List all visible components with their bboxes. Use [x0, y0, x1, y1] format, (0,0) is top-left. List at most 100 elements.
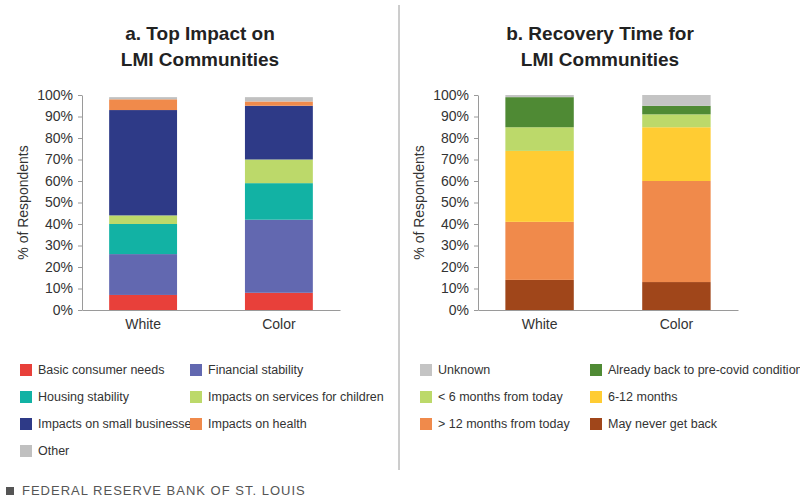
bar-segment	[245, 101, 313, 105]
bar-segment	[245, 293, 313, 310]
y-tick-mark	[78, 310, 82, 311]
bar-segment	[642, 95, 710, 106]
y-tick-mark	[78, 181, 82, 182]
x-tick-label: White	[522, 316, 558, 332]
y-tick-label: 90%	[45, 108, 73, 124]
y-tick-label: 60%	[45, 173, 73, 189]
legend-label: > 12 months from today	[438, 417, 570, 431]
y-tick: 80%	[441, 130, 478, 146]
y-tick-mark	[78, 224, 82, 225]
bar-segment	[109, 224, 177, 254]
y-tick-mark	[474, 181, 478, 182]
bar-segment	[109, 99, 177, 110]
bars	[505, 95, 710, 310]
legend-swatch	[190, 391, 202, 403]
x-axis: White Color	[83, 310, 341, 332]
y-axis: 0%10%20%30%40%50%60%70%80%90%100%	[433, 87, 478, 318]
y-tick-label: 10%	[441, 280, 469, 296]
bar-segment	[245, 97, 313, 101]
y-tick-label: 10%	[45, 280, 73, 296]
legend-item: Impacts on services for children	[190, 390, 384, 404]
x-tick-label: Color	[262, 316, 296, 332]
legend-swatch	[190, 418, 202, 430]
y-tick-label: 20%	[441, 259, 469, 275]
y-tick: 20%	[441, 259, 478, 275]
y-tick-mark	[474, 138, 478, 139]
y-tick: 0%	[449, 302, 478, 318]
legend-swatch	[190, 364, 202, 376]
legend-label: Other	[38, 444, 69, 458]
bar-segment	[642, 282, 710, 310]
legend-swatch	[590, 391, 602, 403]
y-tick-label: 70%	[441, 151, 469, 167]
bar-segment	[505, 127, 573, 151]
x-axis-line	[479, 310, 739, 311]
legend-swatch	[590, 418, 602, 430]
bar-segment	[505, 95, 573, 97]
bar-segment	[245, 183, 313, 220]
y-tick-label: 80%	[45, 130, 73, 146]
y-tick: 100%	[433, 87, 478, 103]
bar-segment	[642, 114, 710, 127]
y-tick-mark	[78, 117, 82, 118]
y-tick-mark	[78, 203, 82, 204]
title: a. Top Impact on	[125, 23, 275, 44]
y-tick-mark	[474, 224, 478, 225]
panel: b. Recovery Time forLMI Communities0%10%…	[411, 23, 800, 431]
bar-segment	[109, 295, 177, 310]
y-tick: 50%	[45, 194, 82, 210]
legend-label: Unknown	[438, 363, 490, 377]
legend-item: Unknown	[420, 363, 490, 377]
y-tick-mark	[474, 246, 478, 247]
legend-swatch	[20, 364, 32, 376]
legend-swatch	[420, 364, 432, 376]
y-tick-label: 20%	[45, 259, 73, 275]
y-tick-mark	[78, 289, 82, 290]
legend-label: Housing stability	[38, 390, 130, 404]
bar-segment	[505, 97, 573, 127]
x-axis-line	[83, 310, 341, 311]
y-tick: 80%	[45, 130, 82, 146]
bar-segment	[642, 127, 710, 181]
title: LMI Communities	[521, 49, 679, 70]
y-tick-label: 100%	[433, 87, 469, 103]
legend-item: Already back to pre-covid conditions	[590, 363, 800, 377]
x-tick: White	[125, 310, 161, 332]
x-tick-label: White	[125, 316, 161, 332]
legend-swatch	[20, 418, 32, 430]
legend-label: Impacts on small businesses	[38, 417, 198, 431]
legend-swatch	[20, 391, 32, 403]
legend: Basic consumer needsFinancial stabilityH…	[20, 363, 384, 458]
y-tick: 70%	[441, 151, 478, 167]
bar-segment	[505, 280, 573, 310]
legend-label: Already back to pre-covid conditions	[608, 363, 800, 377]
bar-segment	[505, 151, 573, 222]
legend-item: 6-12 months	[590, 390, 677, 404]
y-tick-label: 40%	[441, 216, 469, 232]
y-tick-label: 0%	[449, 302, 469, 318]
y-axis-title: % of Respondents	[15, 145, 31, 259]
legend-swatch	[590, 364, 602, 376]
y-tick: 10%	[441, 280, 478, 296]
y-tick-label: 70%	[45, 151, 73, 167]
y-tick-mark	[78, 160, 82, 161]
y-tick: 60%	[45, 173, 82, 189]
bar-segment	[109, 110, 177, 215]
y-tick-mark	[474, 117, 478, 118]
bars	[109, 97, 313, 310]
legend-label: May never get back	[608, 417, 718, 431]
y-tick-mark	[474, 203, 478, 204]
panel: a. Top Impact onLMI Communities0%10%20%3…	[15, 23, 384, 458]
legend-item: May never get back	[590, 417, 718, 431]
y-tick: 90%	[45, 108, 82, 124]
y-tick-mark	[78, 267, 82, 268]
legend-swatch	[20, 445, 32, 457]
y-axis: 0%10%20%30%40%50%60%70%80%90%100%	[37, 87, 82, 318]
y-tick-label: 50%	[441, 194, 469, 210]
legend-label: Impacts on services for children	[208, 390, 384, 404]
y-tick: 10%	[45, 280, 82, 296]
y-tick-mark	[474, 160, 478, 161]
y-tick-label: 80%	[441, 130, 469, 146]
legend: Unknown Already back to pre-covid conditi…	[420, 363, 800, 431]
y-tick-label: 60%	[441, 173, 469, 189]
